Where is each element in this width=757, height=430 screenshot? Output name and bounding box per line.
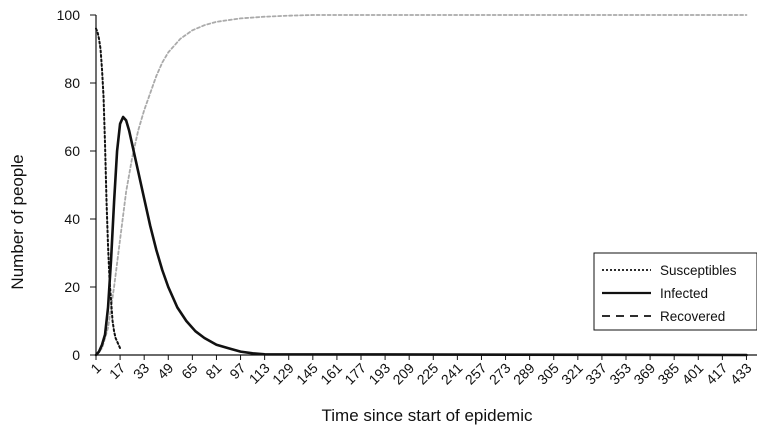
- x-tick-label: 369: [630, 360, 658, 388]
- x-tick-label: 257: [462, 360, 490, 388]
- y-tick-label: 20: [64, 279, 80, 295]
- x-tick-label: 161: [317, 360, 345, 388]
- x-tick-label: 33: [130, 360, 152, 382]
- x-tick-label: 145: [293, 360, 321, 388]
- y-tick-label: 0: [72, 347, 80, 363]
- legend-label-susceptibles: Susceptibles: [660, 263, 737, 278]
- y-tick-label: 100: [57, 7, 81, 23]
- x-tick-label: 417: [703, 360, 731, 388]
- x-tick-label: 193: [365, 360, 393, 388]
- x-tick-label: 273: [486, 360, 514, 388]
- x-tick-label: 401: [679, 360, 707, 388]
- legend: Susceptibles Infected Recovered: [593, 252, 757, 331]
- y-tick-label: 60: [64, 143, 80, 159]
- x-tick-label: 97: [226, 360, 248, 382]
- x-tick-label: 65: [178, 360, 200, 382]
- y-tick-label: 40: [64, 211, 80, 227]
- x-tick-label: 209: [389, 360, 417, 388]
- x-tick-label: 321: [558, 360, 586, 388]
- y-tick-label: 80: [64, 75, 80, 91]
- x-tick-label: 241: [438, 360, 466, 388]
- series-line-susceptibles: [95, 27, 123, 350]
- legend-box: [593, 252, 757, 331]
- x-tick-label: 385: [654, 360, 682, 388]
- legend-label-infected: Infected: [660, 286, 708, 301]
- x-tick-label: 49: [154, 360, 176, 382]
- x-tick-label: 225: [414, 360, 442, 388]
- x-tick-label: 289: [510, 360, 538, 388]
- x-tick-label: 177: [341, 360, 369, 388]
- y-axis-title: Number of people: [8, 154, 27, 289]
- x-tick-label: 353: [606, 360, 634, 388]
- x-tick-label: 129: [269, 360, 297, 388]
- x-tick-label: 305: [534, 360, 562, 388]
- x-tick-label: 1: [87, 360, 104, 377]
- x-tick-label: 337: [582, 360, 610, 388]
- x-tick-label: 113: [246, 360, 273, 387]
- series-layer: [94, 14, 748, 357]
- x-axis-title: Time since start of epidemic: [322, 406, 533, 425]
- legend-label-recovered: Recovered: [660, 309, 725, 324]
- series-line-recovered: [95, 14, 748, 356]
- x-tick-label: 433: [727, 360, 755, 388]
- series-line-infected: [94, 115, 748, 357]
- x-tick-label: 17: [106, 360, 128, 382]
- x-tick-label: 81: [202, 360, 224, 382]
